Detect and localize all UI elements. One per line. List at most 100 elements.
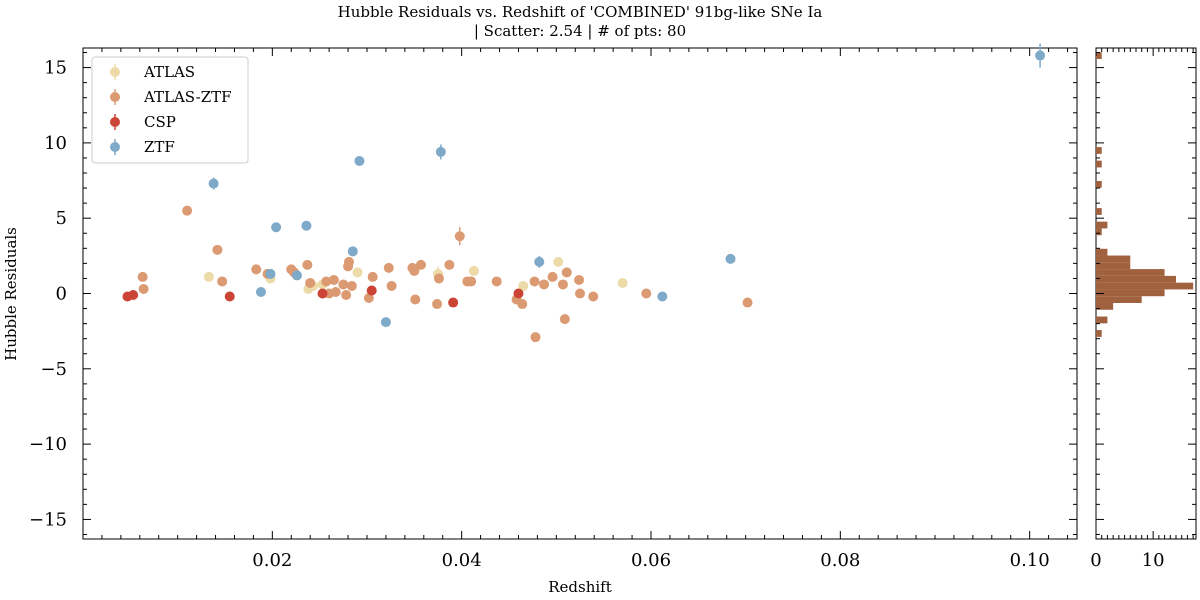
histogram-bar xyxy=(1096,282,1194,290)
point-marker xyxy=(547,271,558,282)
point-marker xyxy=(410,294,421,305)
legend-box xyxy=(91,56,249,164)
point-marker xyxy=(518,280,529,291)
data-point xyxy=(534,255,545,268)
histogram-bar xyxy=(1096,289,1165,297)
data-point xyxy=(742,297,753,308)
data-point xyxy=(302,259,313,270)
x-axis-label: Redshift xyxy=(548,578,612,596)
point-marker xyxy=(529,276,540,287)
data-point xyxy=(553,256,564,267)
point-marker xyxy=(208,178,219,189)
data-point xyxy=(574,274,585,285)
histogram-bar xyxy=(1096,269,1165,276)
data-point xyxy=(330,286,341,297)
point-marker xyxy=(559,314,570,325)
point-marker xyxy=(557,279,568,290)
series-atlas-ztf xyxy=(137,205,753,343)
point-marker xyxy=(138,283,149,294)
point-marker xyxy=(657,291,668,302)
data-point xyxy=(468,265,479,276)
data-point xyxy=(517,299,528,310)
data-point xyxy=(383,262,394,273)
legend-marker xyxy=(110,117,120,127)
legend-label: CSP xyxy=(144,113,176,131)
data-point xyxy=(432,299,443,310)
point-marker xyxy=(454,231,465,242)
point-marker xyxy=(217,276,228,287)
histogram-panel: 0 10 xyxy=(1090,47,1197,571)
x-tick-label: 0.04 xyxy=(442,550,482,571)
histogram-bar xyxy=(1096,255,1131,263)
data-point xyxy=(317,288,328,299)
point-marker xyxy=(363,293,374,304)
data-point xyxy=(529,276,540,287)
point-marker xyxy=(367,271,378,282)
x-tick-label: 0.10 xyxy=(1010,550,1050,571)
point-marker xyxy=(466,276,477,287)
y-tick-label: 5 xyxy=(56,208,67,229)
data-point xyxy=(725,253,736,264)
data-point xyxy=(182,205,193,216)
x-tick-label: 0.06 xyxy=(631,550,671,571)
data-point xyxy=(321,276,332,287)
data-point xyxy=(518,280,529,291)
point-marker xyxy=(517,299,528,310)
point-marker xyxy=(251,264,262,275)
histogram-bar xyxy=(1096,52,1102,59)
histogram-bar xyxy=(1096,221,1108,229)
point-marker xyxy=(742,297,753,308)
main-plot-area: 0.02 0.04 0.06 0.08 0.10 −15 −10 −5 0 5 10 15 Redsh… xyxy=(2,43,1078,596)
data-point xyxy=(561,267,572,278)
point-marker xyxy=(530,332,541,343)
point-marker xyxy=(330,286,341,297)
point-marker xyxy=(137,271,148,282)
legend-label: ZTF xyxy=(144,138,175,156)
point-marker xyxy=(344,256,355,267)
point-marker xyxy=(444,259,455,270)
point-marker xyxy=(574,274,585,285)
data-point xyxy=(367,271,378,282)
data-point xyxy=(444,259,455,270)
data-point xyxy=(212,244,223,255)
series-csp xyxy=(122,285,524,308)
point-marker xyxy=(432,299,443,310)
data-point xyxy=(547,271,558,282)
data-point xyxy=(291,270,302,281)
data-point xyxy=(410,294,421,305)
point-marker xyxy=(725,253,736,264)
legend-items: ATLAS ATLAS-ZTF CSP ZTF xyxy=(110,63,232,156)
data-point xyxy=(513,288,524,299)
point-marker xyxy=(575,288,585,299)
point-marker xyxy=(468,265,479,276)
point-marker xyxy=(341,290,352,301)
histogram-bar xyxy=(1096,208,1102,215)
data-point xyxy=(347,246,358,257)
point-marker xyxy=(255,286,266,297)
point-marker xyxy=(588,291,599,302)
y-tick-label: −10 xyxy=(29,434,67,455)
histogram-bar xyxy=(1096,147,1102,154)
point-marker xyxy=(182,205,193,216)
data-point xyxy=(352,267,363,278)
data-point xyxy=(338,279,349,290)
data-point xyxy=(415,259,426,270)
legend-label: ATLAS-ZTF xyxy=(143,88,232,106)
data-point xyxy=(208,177,219,190)
y-tick-label: 0 xyxy=(56,284,67,305)
point-marker xyxy=(328,274,339,285)
histogram-axis-ticks: 0 10 xyxy=(1090,48,1196,571)
y-tick-label: 15 xyxy=(44,58,67,79)
histogram-bar xyxy=(1096,160,1102,168)
main-axis-ticks: 0.02 0.04 0.06 0.08 0.10 −15 −10 −5 0 5 10 15 xyxy=(29,48,1077,571)
chart-title: Hubble Residuals vs. Redshift of 'COMBIN… xyxy=(338,3,823,21)
histogram-bar xyxy=(1096,275,1176,283)
y-tick-label: −15 xyxy=(29,509,67,530)
point-marker xyxy=(354,155,365,166)
point-marker xyxy=(338,279,349,290)
data-point xyxy=(617,277,628,288)
point-marker xyxy=(265,268,276,279)
histogram-bar xyxy=(1096,296,1142,303)
data-point xyxy=(251,264,262,275)
